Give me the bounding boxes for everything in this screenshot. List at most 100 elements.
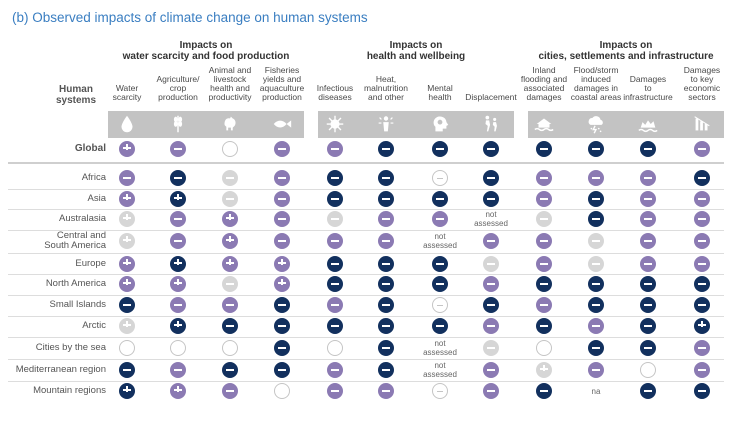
row-label: Europe (75, 258, 106, 269)
impact-cell (694, 383, 710, 399)
impact-cell (222, 191, 238, 207)
impact-cell (327, 191, 343, 207)
cell-text: not assessed (474, 210, 508, 228)
impact-cell (588, 276, 604, 292)
impact-cell (274, 191, 290, 207)
row-label: Mountain regions (33, 385, 106, 396)
impact-cell (640, 276, 656, 292)
impact-cell (378, 191, 394, 207)
flooded-house-icon (532, 113, 556, 135)
impact-cell (640, 141, 656, 157)
impact-cell (536, 256, 552, 272)
row-separator (8, 274, 724, 275)
impact-cell (432, 211, 448, 227)
impact-cell (274, 318, 290, 334)
column-header: Inland flooding and associated damages (520, 65, 568, 102)
impact-cell (378, 233, 394, 249)
impact-cell (588, 362, 604, 378)
impact-cell (536, 211, 552, 227)
impact-cell (222, 318, 238, 334)
impact-cell (378, 170, 394, 186)
impact-cell (640, 297, 656, 313)
storm-cloud-icon (584, 113, 608, 135)
row-label: Cities by the sea (35, 342, 106, 353)
impact-cell (694, 191, 710, 207)
row-label: Mediterranean region (15, 364, 106, 375)
impact-cell (378, 276, 394, 292)
impact-cell (483, 340, 499, 356)
row-separator (8, 209, 724, 210)
impact-cell (536, 297, 552, 313)
impact-cell (536, 383, 552, 399)
impact-cell (274, 141, 290, 157)
impact-cell (119, 318, 135, 334)
impact-cell (327, 318, 343, 334)
impact-cell (432, 170, 448, 186)
impact-cell (378, 362, 394, 378)
impact-cell (694, 362, 710, 378)
impact-cell (119, 362, 135, 378)
impact-cell (483, 141, 499, 157)
impact-cell (222, 256, 238, 272)
row-separator (8, 189, 724, 190)
impact-cell (694, 297, 710, 313)
impact-cell (170, 297, 186, 313)
impact-cell (222, 297, 238, 313)
impact-cell (327, 383, 343, 399)
impact-cell (274, 233, 290, 249)
impact-cell (119, 383, 135, 399)
group-header-1: Impacts on health and wellbeing (366, 40, 466, 62)
row-label: Arctic (82, 320, 106, 331)
brain-head-icon (428, 113, 452, 135)
group-header-0: Impacts on water scarcity and food produc… (122, 40, 290, 62)
cell-text: na (591, 386, 601, 396)
row-label: Asia (87, 193, 106, 204)
impact-cell (432, 276, 448, 292)
impact-cell (694, 276, 710, 292)
impact-cell (170, 191, 186, 207)
row-separator (8, 316, 724, 317)
bar-decline-icon (690, 113, 714, 135)
row-label: Central and South America (44, 230, 106, 251)
impact-cell (222, 362, 238, 378)
impact-cell (588, 141, 604, 157)
impact-cell (432, 191, 448, 207)
group-header-2: Impacts on cities, settlements and infras… (538, 40, 714, 62)
column-header: Damages to key economic sectors (683, 65, 721, 102)
impact-cell (274, 256, 290, 272)
people-walking-icon (479, 113, 503, 135)
impact-cell (119, 191, 135, 207)
virus-icon (323, 113, 347, 135)
row-separator (8, 253, 724, 254)
water-drop-icon (115, 113, 139, 135)
impact-cell (536, 191, 552, 207)
icon-band-water-food (108, 111, 304, 138)
impact-cell (170, 383, 186, 399)
impact-cell (588, 340, 604, 356)
impact-cell (119, 276, 135, 292)
impact-cell (170, 362, 186, 378)
impact-cell (222, 233, 238, 249)
impact-cell (536, 340, 552, 356)
impact-cell (274, 170, 290, 186)
impact-cell (327, 141, 343, 157)
row-label: Africa (81, 172, 106, 183)
column-header: Infectious diseases (316, 83, 354, 102)
impact-cell (327, 362, 343, 378)
impact-cell (694, 141, 710, 157)
impact-cell (378, 297, 394, 313)
chicken-icon (218, 113, 242, 135)
impact-cell (119, 211, 135, 227)
impact-cell (432, 383, 448, 399)
impact-cell (432, 318, 448, 334)
global-separator (8, 162, 724, 164)
column-header: Animal and livestock health and productivit… (208, 65, 252, 102)
column-header: Damages to infrastructure (623, 74, 673, 102)
impact-cell (588, 211, 604, 227)
impact-cell (640, 191, 656, 207)
impact-cell (222, 276, 238, 292)
impact-cell (222, 141, 238, 157)
impact-cell (170, 170, 186, 186)
chart-title: (b) Observed impacts of climate change o… (12, 10, 368, 25)
impact-cell (588, 318, 604, 334)
